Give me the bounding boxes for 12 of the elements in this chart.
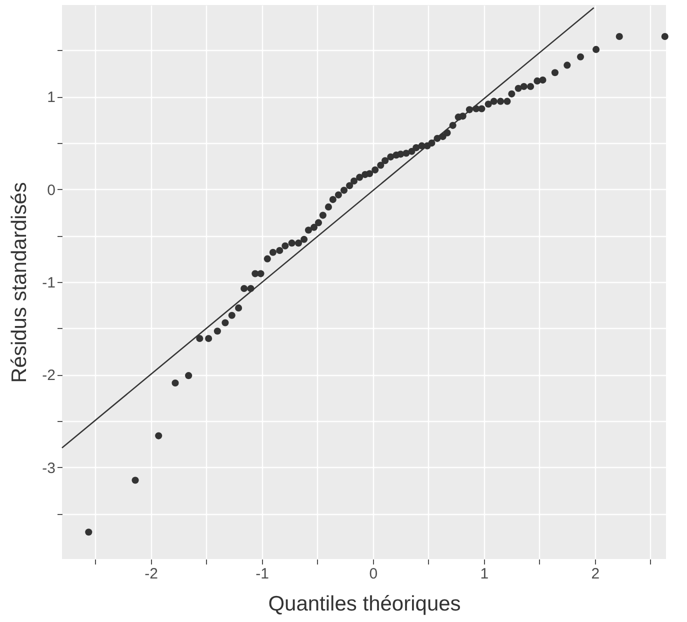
y-tick-label: -3 (42, 460, 56, 477)
x-tick-label: 0 (369, 566, 378, 582)
y-tick-label: 0 (47, 182, 56, 199)
y-axis-title: Résidus standardisés (8, 182, 32, 383)
x-tick-label: -1 (256, 566, 270, 582)
y-tick-label: -1 (42, 274, 56, 292)
y-tick-label: 1 (47, 89, 56, 106)
x-tick-label: 1 (480, 566, 489, 582)
y-tick-label: -2 (42, 367, 56, 384)
x-tick-label: 2 (591, 566, 600, 582)
x-axis-title: Quantiles théoriques (268, 592, 461, 616)
x-tick-label: -2 (144, 566, 158, 582)
